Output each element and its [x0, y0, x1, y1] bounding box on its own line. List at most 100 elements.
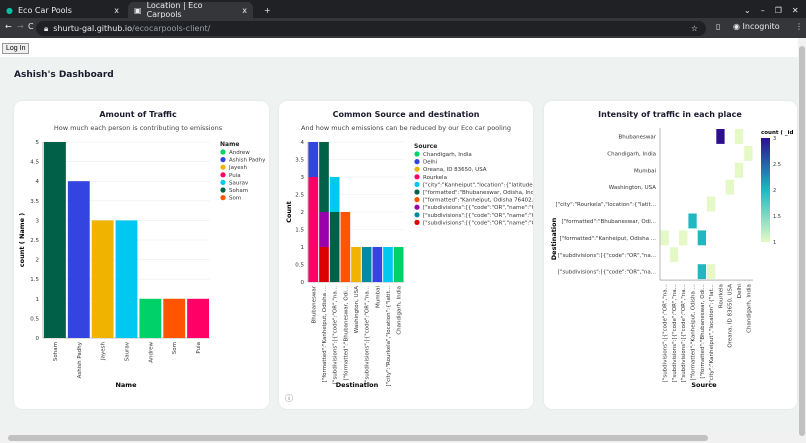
legend-label: Delhi — [423, 160, 438, 166]
close-tab-icon[interactable]: x — [242, 5, 247, 15]
color-scale-label: 2.5 — [773, 162, 781, 168]
heatmap-cell — [707, 196, 716, 212]
menu-icon[interactable]: ⋮ — [795, 22, 803, 31]
bar — [139, 298, 162, 338]
x-tick-label: Jayesh — [101, 341, 107, 360]
legend-swatch — [220, 164, 226, 170]
bar — [163, 298, 186, 338]
y-tick-label: Bhubaneswar — [619, 134, 657, 140]
y-tick-label: 0 — [301, 280, 305, 286]
chart-subtitle: How much each person is contributing to … — [54, 124, 223, 132]
bar-segment — [308, 142, 319, 177]
legend-swatch — [414, 181, 420, 187]
traffic-bar-chart: Amount of Traffic How much each person is… — [18, 110, 266, 389]
x-tick-label: Delhi — [737, 284, 743, 299]
back-icon[interactable]: ← — [5, 22, 12, 31]
y-tick-label: 0.5 — [295, 263, 304, 269]
y-tick-label: 0.5 — [30, 316, 39, 322]
new-tab-button[interactable]: + — [264, 5, 271, 15]
star-icon[interactable]: ☆ — [690, 24, 698, 33]
heatmap-cell — [660, 230, 669, 246]
chevron-down-icon[interactable]: ⌄ — [744, 5, 751, 15]
forward-icon[interactable]: → — [17, 22, 24, 31]
y-tick-label: 5 — [36, 140, 40, 146]
y-tick-label: Mumbai — [634, 168, 656, 174]
x-tick-label: ["formatted":"Bhubaneswar, Odi... — [343, 286, 349, 381]
legend-label: Ashish Padhy — [229, 158, 266, 164]
side-panel-icon[interactable]: ▯ — [716, 22, 721, 31]
url-field[interactable]: 🔒︎ shurtu-gal.github.io/ecocarpools-clien… — [36, 21, 706, 36]
restore-icon[interactable]: ❐ — [774, 5, 782, 15]
x-tick-label: ["subdivisions":[{"code":"OR","na... — [365, 286, 371, 384]
legend-swatch — [220, 195, 226, 201]
x-tick-label: Soham — [53, 342, 59, 361]
heatmap-cell — [669, 247, 679, 263]
color-scale-label: 1 — [773, 240, 776, 246]
scroll-thumb[interactable] — [8, 435, 708, 441]
legend-swatch — [414, 219, 420, 225]
legend-label: Soham — [229, 188, 248, 194]
x-tick-label: Chandigarh, India — [746, 284, 752, 333]
y-tick-label: 4 — [301, 140, 305, 146]
y-tick-label: Washington, USA — [609, 185, 656, 191]
reload-icon[interactable]: C — [28, 22, 34, 31]
bar-segment — [372, 247, 383, 282]
login-button[interactable]: Log In — [2, 43, 30, 54]
y-tick-label: 3.5 — [295, 158, 304, 164]
url-path: /ecocarpools-client/ — [132, 24, 211, 33]
vertical-scrollbar[interactable] — [798, 38, 806, 443]
y-tick-label: 1 — [36, 297, 40, 303]
x-tick-label: ["subdivisions":[{"code":"OR","na... — [681, 284, 687, 382]
tab-location[interactable]: ▣ Location | Eco Carpools x — [128, 1, 253, 19]
close-tab-icon[interactable]: x — [114, 5, 119, 15]
x-tick-label: Chandigarh, India — [397, 286, 403, 335]
x-tick-label: ["formatted":"Kanheiput, Odisha ... — [691, 284, 697, 381]
tab-label: Eco Car Pools — [17, 5, 72, 15]
lock-icon: 🔒︎ — [44, 23, 49, 33]
x-tick-label: ["city":"Kanheiput","location":{"lat... — [709, 284, 715, 385]
y-tick-label: 1 — [301, 245, 305, 251]
legend-swatch — [220, 187, 226, 193]
bar — [67, 181, 90, 338]
bar-segment — [308, 177, 319, 282]
legend-label: ["formatted":"Kanheiput, Odisha 76402... — [423, 198, 533, 204]
x-tick-label: Puia — [196, 342, 202, 354]
y-tick-label: 1.5 — [30, 277, 39, 283]
minimize-icon[interactable]: – — [760, 5, 765, 15]
horizontal-scrollbar[interactable] — [0, 433, 798, 443]
profile-label: Incognito — [742, 22, 780, 31]
scroll-thumb[interactable] — [799, 46, 805, 436]
x-axis-title: Source — [691, 381, 717, 389]
color-scale-bar — [761, 138, 770, 242]
y-tick-label: Chandigarh, India — [607, 151, 656, 157]
heatmap-cell — [679, 230, 688, 246]
y-tick-label: 3 — [301, 175, 305, 181]
x-tick-label: ["formatted":"Bhubaneswar, Odi... — [700, 284, 706, 379]
bar-segment — [351, 247, 361, 282]
intensity-heatmap: Intensity of traffic in each place Bhuban… — [550, 110, 793, 389]
x-tick-label: Som — [172, 342, 178, 354]
close-window-icon[interactable]: ✕ — [791, 5, 799, 15]
heatmap-cell — [707, 264, 716, 280]
favicon-icon: ▣ — [134, 5, 142, 15]
legend-label: Andrew — [229, 150, 250, 156]
y-tick-label: 2 — [301, 210, 305, 216]
legend-swatch — [414, 204, 420, 210]
traffic-chart-card: Amount of Traffic How much each person is… — [14, 101, 269, 409]
source-destination-chart: Common Source and destination And how muc… — [285, 110, 533, 389]
x-tick-label: Rourkela — [718, 284, 724, 308]
source-destination-card: Common Source and destination And how muc… — [279, 101, 533, 409]
legend-swatch — [414, 174, 420, 180]
tab-label: Location | Eco Carpools — [146, 1, 203, 19]
incognito-profile[interactable]: ◉ Incognito — [733, 22, 780, 31]
heatmap-cell — [744, 145, 753, 161]
legend-label: Saurav — [229, 180, 249, 186]
tab-bar: ● Eco Car Pools x ▣ Location | Eco Carpools… — [0, 0, 806, 19]
window-controls[interactable]: ⌄ – ❐ ✕ — [738, 2, 805, 18]
info-icon[interactable]: ⓘ — [285, 394, 293, 403]
page-header: Log In — [0, 38, 806, 57]
tab-eco-car-pools[interactable]: ● Eco Car Pools x — [0, 2, 125, 18]
legend-label: ["city":"Kanheiput","location":{"latitud… — [423, 182, 533, 188]
heatmap-cell — [734, 129, 744, 144]
x-tick-label: ["subdivisions":[{"code":"OR","na... — [663, 284, 669, 382]
